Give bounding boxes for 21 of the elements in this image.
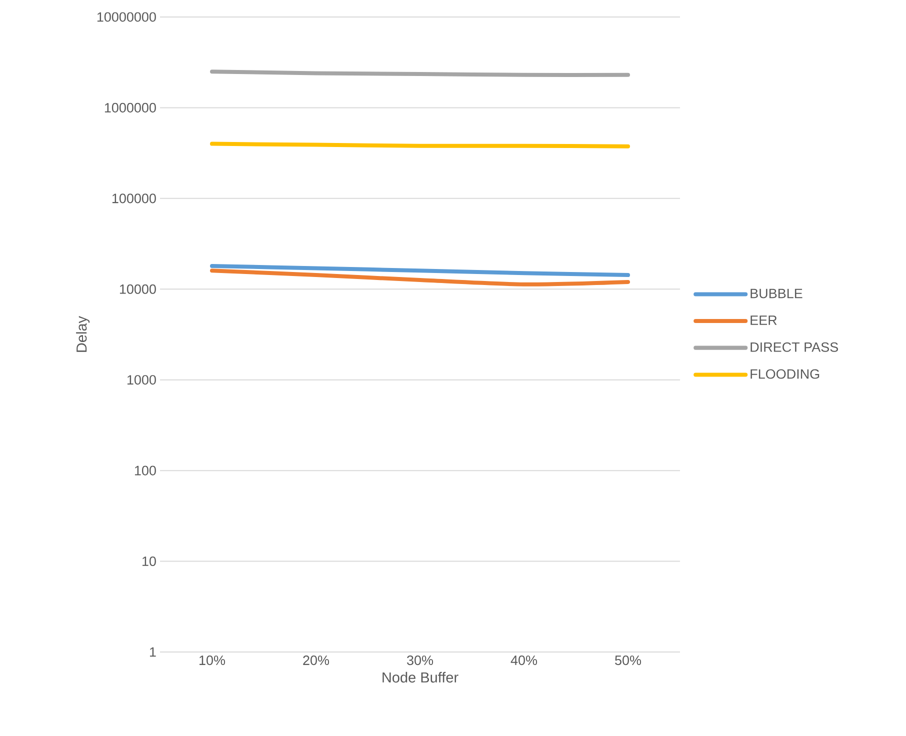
legend-label: BUBBLE [750, 288, 802, 298]
y-tick-label: 10000000 [97, 12, 156, 22]
line-series [210, 264, 630, 278]
x-tick-label: 20% [303, 656, 330, 666]
legend-label: EER [750, 316, 777, 325]
legend-label: FLOODING [750, 369, 820, 379]
x-tick-label: 50% [615, 656, 642, 666]
x-tick-label: 40% [510, 656, 538, 666]
y-tick-label: 1000 [127, 375, 156, 385]
y-tick-label: 100 [134, 466, 156, 476]
line-series [210, 268, 630, 286]
x-tick-label: 10% [200, 656, 226, 666]
y-tick-label: 1 [150, 647, 156, 657]
y-tick-label: 10000 [120, 284, 156, 294]
x-tick-label: 30% [407, 656, 434, 666]
y-tick-label: 10 [142, 556, 156, 566]
y-axis-title: Delay [76, 316, 90, 352]
y-tick-label: 100000 [112, 194, 156, 204]
legend-label: DIRECT PASS [750, 342, 838, 352]
y-tick-label: 1000000 [104, 102, 156, 112]
x-axis-title: Node Buffer [382, 672, 458, 683]
